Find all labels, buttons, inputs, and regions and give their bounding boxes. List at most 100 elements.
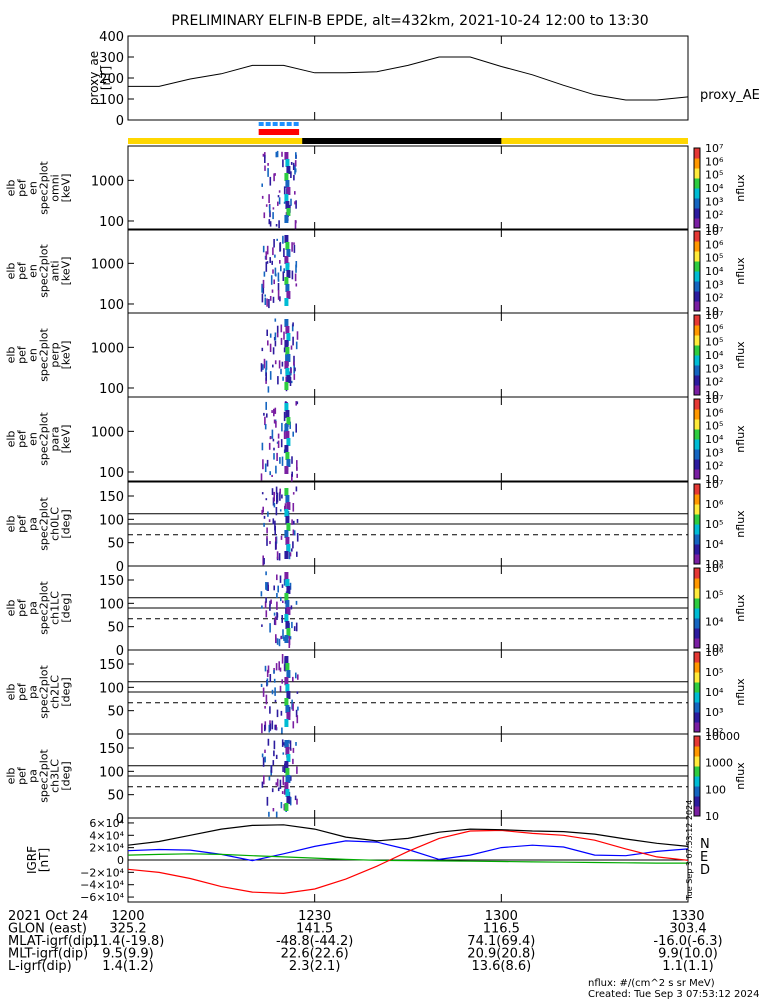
flux-pixel — [294, 220, 297, 230]
flux-pixel — [284, 698, 289, 706]
flux-pixel — [285, 376, 287, 383]
orbit-row-value: 9.5(9.9) — [102, 947, 154, 962]
flux-pixel — [274, 173, 276, 176]
ylabel-line: elb — [5, 768, 18, 785]
flux-pixel — [268, 205, 271, 213]
flux-pixel — [292, 431, 294, 437]
colorbar-tick-label: 10 — [705, 222, 719, 235]
flux-pixel — [295, 672, 297, 679]
flux-pixel — [292, 541, 294, 549]
flux-pixel — [265, 597, 267, 603]
ytick-label: 1000 — [91, 174, 124, 189]
flux-pixel — [283, 742, 285, 746]
flux-pixel — [265, 261, 268, 272]
colorbar-label: nflux — [734, 425, 747, 453]
flux-pixel — [272, 518, 275, 525]
side-stamp-text: Tue Sep 3 07:53:12 2024 — [685, 800, 694, 901]
flux-pixel — [271, 488, 274, 495]
flux-pixel — [269, 343, 272, 352]
flux-pixel — [288, 706, 291, 717]
science-zone-blue — [258, 122, 264, 126]
flux-pixel — [284, 661, 286, 672]
colorbar-segment — [694, 325, 700, 336]
orbit-row-label: GLON (east) — [8, 922, 87, 937]
colorbar-tick-label: 10² — [705, 292, 723, 305]
flux-pixel — [265, 694, 268, 705]
flux-pixel — [260, 363, 263, 372]
flux-pixel — [264, 463, 267, 472]
flux-pixel — [274, 541, 277, 550]
orbit-row-value: 1.4(1.2) — [102, 959, 154, 974]
flux-pixel — [285, 284, 290, 292]
ylabel-line: proxy_ae — [87, 51, 101, 105]
flux-pixel — [292, 747, 295, 753]
colorbar-tick-label: 10⁷ — [705, 225, 723, 238]
flux-pixel — [261, 723, 263, 734]
flux-pixel — [285, 537, 290, 545]
flux-pixel — [270, 275, 273, 285]
spectrogram-panel-4: 1001000elbpefenspec2plotpara[keV]1010²10… — [5, 393, 748, 486]
ytick-label: 0 — [116, 560, 124, 575]
flux-pixel — [281, 679, 283, 684]
flux-pixel — [286, 775, 291, 783]
flux-pixel — [290, 748, 292, 751]
flux-pixel — [285, 495, 290, 503]
flux-pixel — [283, 347, 286, 353]
colorbar-frame — [693, 230, 701, 312]
flux-pixel — [276, 551, 279, 560]
flux-pixel — [272, 760, 275, 766]
flux-pixel — [283, 248, 285, 257]
flux-pixel — [276, 638, 279, 645]
colorbar-segment — [694, 315, 700, 326]
flux-pixel — [264, 756, 266, 763]
ytick-label: 1000 — [91, 425, 124, 440]
flux-pixel — [269, 471, 271, 476]
ylabel-line: elb — [5, 180, 18, 197]
flux-pixel — [267, 738, 270, 746]
flux-pixel — [291, 324, 294, 332]
spectrogram-panel-3: 1001000elbpefenspec2plotperp[keV]1010²10… — [5, 309, 748, 402]
flux-pixel — [292, 529, 295, 536]
flux-pixel — [293, 174, 295, 181]
flux-pixel — [285, 621, 290, 629]
ylabel-line: elb — [5, 684, 18, 701]
igrf-line-E — [127, 853, 688, 864]
flux-pixel — [262, 757, 265, 767]
flux-pixel — [269, 541, 271, 545]
colorbar: 10² 10³ 10⁴ 10⁵ 10⁶ nflux — [693, 646, 747, 739]
colorbar-segment — [694, 178, 700, 189]
flux-pixel — [284, 319, 289, 327]
spectrogram-panel-5: 050100150elbpefpaspec2plotch0LC[deg]10³1… — [5, 478, 748, 575]
flux-pixel — [295, 600, 298, 605]
flux-pixel — [286, 249, 291, 257]
igrf-ytick-label: 0 — [117, 854, 124, 867]
ylabel-line: spec2plot — [38, 581, 51, 635]
flux-pixel — [284, 424, 289, 432]
colorbar-segment — [694, 608, 700, 619]
flux-pixel — [263, 358, 266, 369]
flux-pixel — [271, 289, 274, 293]
flux-pixel — [267, 340, 269, 346]
ytick-label: 100 — [99, 597, 124, 612]
flux-pixel — [284, 215, 289, 223]
flux-pixel — [272, 247, 274, 256]
colorbar-segment — [694, 786, 700, 797]
orbit-row-value: 2.3(2.1) — [289, 959, 341, 974]
flux-pixel — [269, 604, 271, 611]
flux-pixel — [262, 687, 265, 697]
colorbar-segment — [694, 662, 700, 673]
flux-pixel — [261, 442, 264, 451]
flux-pixel — [275, 151, 278, 158]
science-zone-blue — [286, 122, 292, 126]
flux-pixel — [295, 152, 297, 159]
flux-pixel — [264, 294, 266, 297]
flux-pixel — [264, 665, 267, 672]
flux-pixel — [285, 347, 290, 355]
flux-pixel — [266, 459, 269, 467]
ylabel-line: [nT] — [37, 848, 51, 872]
flux-pixel — [261, 509, 263, 515]
orbit-row-value: 141.5 — [296, 922, 333, 937]
flux-pixel — [266, 669, 269, 678]
flux-pixel — [290, 198, 292, 206]
